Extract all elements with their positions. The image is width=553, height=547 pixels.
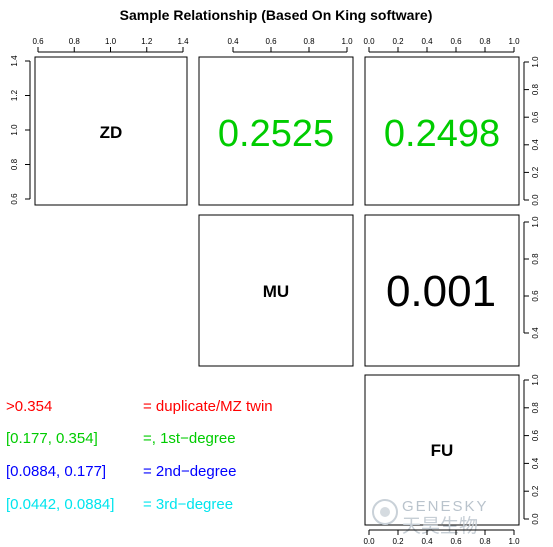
watermark-brand: GENESKY bbox=[402, 498, 489, 515]
right-axis-zd-tick-label: 0.2 bbox=[531, 166, 540, 178]
legend-range-third-degree: [0.0442, 0.0884] bbox=[6, 496, 114, 513]
right-axis-fu-tick-label: 0.6 bbox=[531, 429, 540, 441]
sample-label-mu: MU bbox=[263, 282, 289, 301]
right-axis-fu-tick-label: 1.0 bbox=[531, 374, 540, 386]
right-axis-mu-tick-label: 1.0 bbox=[531, 216, 540, 228]
top-axis-mu-tick-label: 1.0 bbox=[341, 37, 353, 46]
panel-zd-fu bbox=[364, 56, 520, 206]
bottom-axis-fu-tick-label: 0.8 bbox=[479, 537, 491, 546]
top-axis-mu-tick-label: 0.8 bbox=[303, 37, 315, 46]
right-axis-mu-tick-label: 0.8 bbox=[531, 253, 540, 265]
legend-label-second-degree: = 2nd−degree bbox=[143, 463, 236, 480]
bottom-axis-fu-tick-label: 0.2 bbox=[392, 537, 404, 546]
right-axis-zd-tick-label: 0.8 bbox=[531, 83, 540, 95]
right-axis-fu-tick-label: 0.2 bbox=[531, 485, 540, 497]
top-axis-fu-tick-label: 0.8 bbox=[479, 37, 491, 46]
axes-layer: 0.6 0.8 1.0 1.2 1.4 0.4 0.6 0.8 1.0 0.0 0.2 0.4 0.6 0… bbox=[10, 37, 540, 546]
top-axis-zd-tick-label: 0.8 bbox=[69, 37, 81, 46]
genesky-logo-icon bbox=[372, 499, 398, 525]
left-axis-zd-tick-label: 1.0 bbox=[10, 124, 19, 136]
bottom-axis-fu-tick-label: 0.6 bbox=[450, 537, 462, 546]
top-axis-fu-tick-label: 0.6 bbox=[450, 37, 462, 46]
top-axis-fu-tick-label: 0.2 bbox=[392, 37, 404, 46]
top-axis-fu-tick-label: 1.0 bbox=[508, 37, 520, 46]
top-axis-zd-tick-label: 0.6 bbox=[32, 37, 44, 46]
top-axis-mu-tick-label: 0.4 bbox=[227, 37, 239, 46]
left-axis-zd-tick-label: 0.8 bbox=[10, 158, 19, 170]
chart-title: Sample Relationship (Based On King softw… bbox=[120, 7, 433, 23]
right-axis-zd-tick-label: 0.4 bbox=[531, 139, 540, 151]
top-axis-zd-tick-label: 1.4 bbox=[177, 37, 189, 46]
kinship-value-zd-mu: 0.2525 bbox=[218, 113, 334, 155]
top-axis-zd-tick-label: 1.0 bbox=[105, 37, 117, 46]
panel-mu bbox=[198, 214, 354, 367]
kinship-value-zd-fu: 0.2498 bbox=[384, 113, 500, 155]
right-axis-fu-tick-label: 0.0 bbox=[531, 513, 540, 525]
panel-zd bbox=[34, 56, 188, 206]
watermark-chinese: 天昊生物 bbox=[402, 515, 478, 537]
legend-range-duplicate: >0.354 bbox=[6, 398, 52, 415]
sample-label-zd: ZD bbox=[100, 123, 123, 142]
legend-range-second-degree: [0.0884, 0.177] bbox=[6, 463, 106, 480]
right-axis-zd-tick-label: 0.6 bbox=[531, 111, 540, 123]
top-axis-mu-tick-label: 0.6 bbox=[265, 37, 277, 46]
right-axis-mu-tick-label: 0.6 bbox=[531, 290, 540, 302]
legend-label-first-degree: =, 1st−degree bbox=[143, 430, 236, 447]
left-axis-zd-tick-label: 1.2 bbox=[10, 89, 19, 101]
panel-zd-mu bbox=[198, 56, 354, 206]
right-axis-fu-tick-label: 0.8 bbox=[531, 402, 540, 414]
bottom-axis-fu-tick-label: 0.4 bbox=[421, 537, 433, 546]
right-axis-fu-tick-label: 0.4 bbox=[531, 457, 540, 469]
legend-label-third-degree: = 3rd−degree bbox=[143, 496, 233, 513]
left-axis-zd-tick-label: 1.4 bbox=[10, 55, 19, 67]
legend-range-first-degree: [0.177, 0.354] bbox=[6, 430, 98, 447]
panel-fu bbox=[364, 374, 520, 526]
kinship-value-mu-fu: 0.001 bbox=[386, 267, 496, 316]
right-axis-zd-tick-label: 1.0 bbox=[531, 56, 540, 68]
top-axis-zd-tick-label: 1.2 bbox=[141, 37, 153, 46]
bottom-axis-fu-tick-label: 0.0 bbox=[363, 537, 375, 546]
bottom-axis-fu-tick-label: 1.0 bbox=[508, 537, 520, 546]
right-axis-mu-tick-label: 0.4 bbox=[531, 327, 540, 339]
left-axis-zd-tick-label: 0.6 bbox=[10, 193, 19, 205]
genesky-logo-dot-icon bbox=[380, 507, 390, 517]
panel-mu-fu bbox=[364, 214, 520, 367]
legend-label-duplicate: = duplicate/MZ twin bbox=[143, 398, 273, 415]
top-axis-fu-tick-label: 0.4 bbox=[421, 37, 433, 46]
genesky-watermark: GENESKY 天昊生物 bbox=[372, 498, 489, 537]
top-axis-fu-tick-label: 0.0 bbox=[363, 37, 375, 46]
right-axis-zd-tick-label: 0.0 bbox=[531, 194, 540, 206]
sample-label-fu: FU bbox=[431, 441, 454, 460]
